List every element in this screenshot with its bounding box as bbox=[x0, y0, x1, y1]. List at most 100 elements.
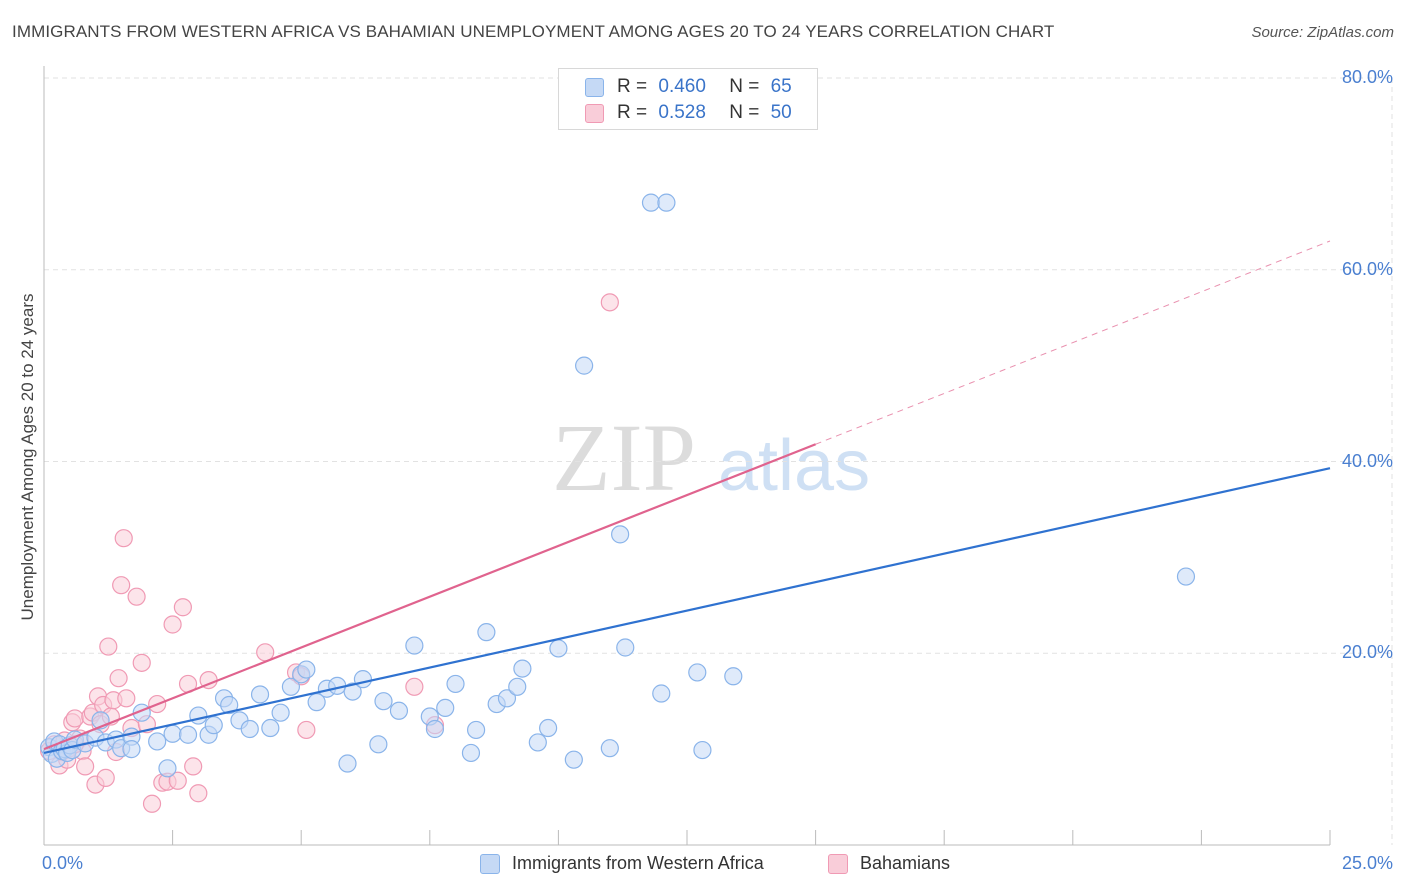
watermark-zip: ZIP bbox=[552, 404, 696, 511]
western-africa-point bbox=[369, 735, 388, 754]
western-africa-point bbox=[652, 684, 671, 703]
western-africa-point bbox=[353, 670, 373, 689]
correlation-legend: R = 0.460 N = 65 R = 0.528 N = 50 bbox=[558, 68, 818, 130]
western-africa-point bbox=[158, 759, 177, 778]
western-africa-point bbox=[477, 623, 496, 642]
western-africa-point bbox=[240, 719, 259, 739]
bahamians-point bbox=[132, 653, 151, 672]
western-africa-point bbox=[148, 732, 167, 751]
y-tick-label: 20.0% bbox=[1341, 642, 1393, 663]
y-tick-label: 40.0% bbox=[1341, 450, 1393, 471]
bahamians-point bbox=[65, 709, 84, 728]
western-africa-point bbox=[688, 663, 707, 682]
western-africa-point bbox=[163, 724, 182, 743]
western-africa-point bbox=[641, 193, 661, 212]
western-africa-point bbox=[271, 703, 290, 722]
bahamians-trend-line bbox=[43, 443, 817, 751]
bahamians-point bbox=[189, 784, 208, 803]
bahamians-point bbox=[405, 677, 424, 696]
western-africa-point bbox=[513, 659, 532, 678]
western-africa-point bbox=[374, 692, 393, 711]
n-value: 65 bbox=[770, 76, 792, 97]
legend-stats: R = 0.460 N = 65 bbox=[617, 76, 792, 98]
bahamians-point bbox=[99, 637, 118, 656]
western-africa-point bbox=[466, 720, 486, 740]
y-tick-label: 80.0% bbox=[1341, 67, 1393, 87]
bahamians-point bbox=[168, 771, 187, 790]
grid bbox=[44, 77, 1393, 845]
bahamians-point bbox=[600, 293, 619, 312]
western-africa-point bbox=[1176, 567, 1196, 586]
western-africa-point bbox=[250, 685, 270, 704]
r-value: 0.528 bbox=[658, 102, 706, 123]
western-africa-point bbox=[338, 754, 357, 773]
western-africa-point bbox=[616, 638, 635, 657]
trend-lines bbox=[43, 240, 1331, 755]
n-label: N = bbox=[729, 102, 760, 123]
r-label: R = bbox=[617, 102, 648, 123]
western-africa-point bbox=[281, 677, 301, 696]
bahamians-point bbox=[163, 615, 182, 634]
western-africa-point bbox=[425, 719, 445, 739]
western-africa-point bbox=[204, 716, 223, 735]
bahamians-point bbox=[109, 669, 128, 688]
bahamians-point bbox=[127, 587, 146, 606]
r-value: 0.460 bbox=[658, 76, 706, 97]
legend-swatch-blue bbox=[585, 78, 604, 97]
bahamians-point bbox=[184, 757, 203, 776]
data-points bbox=[40, 193, 1196, 813]
western-africa-point bbox=[405, 636, 424, 655]
bahamians-point bbox=[117, 689, 136, 708]
western-africa-point bbox=[575, 356, 594, 375]
western-africa-point bbox=[178, 725, 198, 744]
bahamians-point bbox=[76, 757, 95, 776]
chart-title: IMMIGRANTS FROM WESTERN AFRICA VS BAHAMI… bbox=[12, 22, 1055, 41]
legend-swatch-pink bbox=[828, 854, 848, 874]
western-africa-point bbox=[564, 750, 583, 769]
bahamians-point bbox=[114, 529, 133, 548]
n-label: N = bbox=[729, 76, 760, 97]
western-africa-point bbox=[389, 701, 409, 720]
axes bbox=[43, 66, 1331, 846]
bahamians-point bbox=[142, 794, 162, 813]
western-africa-point bbox=[724, 667, 743, 686]
legend-label: Bahamians bbox=[860, 853, 951, 873]
western-africa-point bbox=[436, 698, 455, 717]
western-africa-point bbox=[497, 689, 517, 708]
western-africa-point bbox=[539, 718, 558, 738]
western-africa-point bbox=[343, 682, 362, 701]
bahamians-point bbox=[173, 598, 192, 617]
bahamians-trend-extension bbox=[815, 240, 1331, 445]
western-africa-point bbox=[189, 706, 208, 725]
western-africa-point bbox=[600, 739, 619, 758]
y-tick-label: 60.0% bbox=[1341, 258, 1393, 279]
legend-swatch-blue bbox=[480, 854, 500, 874]
western-africa-point bbox=[549, 639, 568, 658]
n-value: 50 bbox=[770, 102, 792, 123]
watermark-atlas: atlas bbox=[718, 426, 870, 506]
western-africa-point bbox=[446, 674, 465, 694]
watermark: ZIP atlas bbox=[552, 404, 870, 511]
western-africa-point bbox=[528, 733, 547, 752]
western-africa-trend-line bbox=[43, 467, 1331, 755]
x-tick-label-max: 25.0% bbox=[1341, 853, 1393, 873]
western-africa-point bbox=[657, 193, 676, 212]
r-label: R = bbox=[617, 76, 648, 97]
western-africa-point bbox=[261, 718, 280, 738]
western-africa-point bbox=[297, 660, 316, 679]
bahamians-point bbox=[297, 720, 316, 740]
x-tick-label-min: 0.0% bbox=[42, 853, 84, 873]
legend-swatch-pink bbox=[585, 104, 604, 123]
western-africa-point bbox=[693, 740, 712, 760]
legend-label: Immigrants from Western Africa bbox=[512, 853, 764, 873]
source-credit: Source: ZipAtlas.com bbox=[1251, 24, 1394, 41]
western-africa-point bbox=[122, 740, 141, 759]
legend-stats: R = 0.528 N = 50 bbox=[617, 102, 792, 124]
western-africa-point bbox=[220, 695, 239, 715]
bahamians-point bbox=[96, 768, 115, 787]
western-africa-point bbox=[611, 525, 630, 544]
western-africa-point bbox=[508, 677, 527, 696]
western-africa-point bbox=[461, 743, 481, 763]
bahamians-point bbox=[112, 576, 131, 595]
